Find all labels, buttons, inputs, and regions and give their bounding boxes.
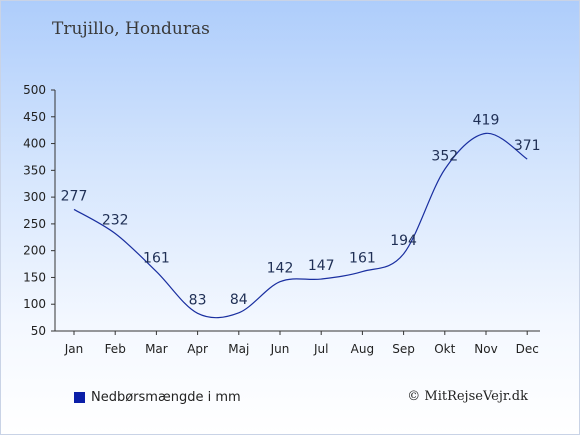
- data-label: 232: [102, 213, 129, 229]
- y-tick-label: 450: [23, 110, 46, 124]
- data-labels: 277 232 161 83 84 142 147 161 194 352 419 371: [61, 112, 541, 308]
- data-label: 194: [390, 233, 417, 249]
- x-tick-label: Dec: [516, 342, 539, 356]
- legend-swatch: [74, 392, 85, 403]
- x-tick-label: Okt: [434, 342, 455, 356]
- x-tick-label: Feb: [105, 342, 126, 356]
- x-tick-label: Jul: [313, 342, 328, 356]
- x-tick-label: Sep: [392, 342, 415, 356]
- data-label: 277: [61, 188, 88, 204]
- y-tick-label: 250: [23, 217, 46, 231]
- y-tick-label: 100: [23, 297, 46, 311]
- x-tick-label: Mar: [145, 342, 168, 356]
- legend: Nedbørsmængde i mm: [74, 390, 241, 405]
- data-label: 352: [431, 148, 458, 164]
- data-label: 84: [230, 292, 248, 308]
- y-tick-label: 150: [23, 270, 46, 284]
- x-tick-label: Jun: [270, 342, 290, 356]
- y-tick-label: 350: [23, 163, 46, 177]
- x-tick-label: Jan: [64, 342, 84, 356]
- series-layer: [73, 132, 528, 319]
- data-label: 419: [473, 112, 500, 128]
- data-label: 147: [308, 258, 335, 274]
- data-label: 83: [189, 292, 207, 308]
- x-tick-label: Nov: [474, 342, 497, 356]
- data-label: 371: [514, 138, 541, 154]
- chart-title: Trujillo, Honduras: [52, 19, 210, 39]
- y-tick-label: 500: [23, 83, 46, 97]
- y-tick-label: 300: [23, 190, 46, 204]
- data-label: 142: [267, 261, 294, 277]
- y-tick-label: 200: [23, 244, 46, 258]
- y-tick-label: 50: [31, 324, 46, 338]
- data-label: 161: [349, 251, 376, 267]
- axes: 50 100 150 200 250 300 350 400 450 500 Jan Feb Mar Ap…: [23, 83, 540, 356]
- x-tick-label: Apr: [187, 342, 208, 356]
- y-tick-label: 400: [23, 137, 46, 151]
- copyright-text: © MitRejseVejr.dk: [407, 389, 528, 404]
- series-line: [73, 132, 528, 319]
- x-tick-label: Aug: [351, 342, 374, 356]
- data-label: 161: [143, 251, 170, 267]
- x-tick-label: Maj: [228, 342, 249, 356]
- legend-label: Nedbørsmængde i mm: [91, 390, 241, 405]
